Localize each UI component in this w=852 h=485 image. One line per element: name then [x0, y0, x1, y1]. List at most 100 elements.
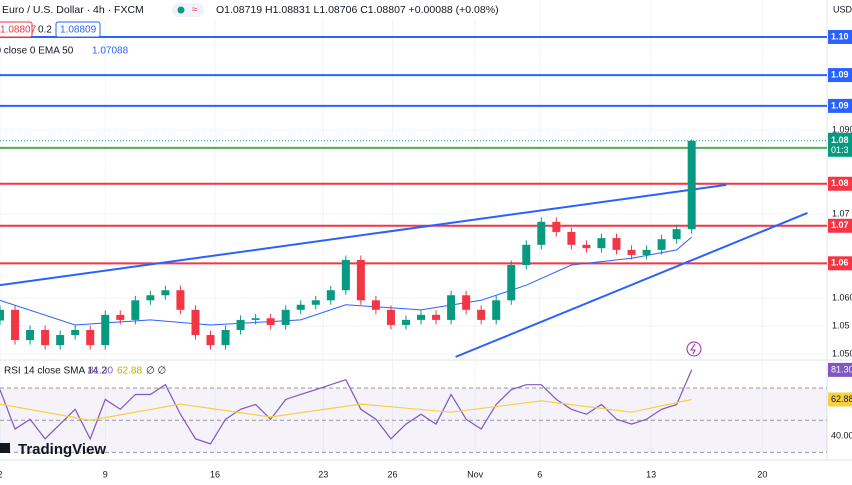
brand: TradingView — [0, 441, 106, 458]
y-tick-label: 1.090 — [832, 124, 852, 134]
rsi-tag — [828, 392, 852, 407]
candle-body — [221, 329, 230, 346]
level-tag — [828, 68, 852, 83]
last-price-label: 1.08 — [831, 135, 849, 145]
candle-body — [56, 335, 65, 346]
level-tag — [828, 176, 852, 191]
candle-body — [657, 239, 666, 250]
x-tick-label: Nov — [467, 469, 484, 479]
candle-body — [326, 290, 335, 301]
rsi-tick-label: 81.30 — [831, 364, 852, 374]
y-tick-label: 1.05 — [832, 320, 850, 330]
status-icon: ≈ — [192, 5, 198, 16]
y-tick-label: 1.050 — [832, 348, 852, 358]
candle-body — [236, 319, 245, 330]
candle-body — [161, 290, 170, 296]
rsi-tag — [828, 362, 852, 377]
candle-body — [266, 318, 275, 325]
candle-body — [417, 314, 426, 320]
rsi-legend: RSI 14 close SMA 14 2 — [4, 366, 107, 377]
candle-body — [356, 259, 365, 301]
level-tag-label: 1.10 — [831, 31, 849, 41]
candle-body — [642, 249, 651, 255]
candle-body — [582, 244, 591, 249]
brand-logo — [0, 443, 10, 453]
rsi-legend-extra: ∅ ∅ — [146, 366, 166, 377]
candle-body — [101, 314, 110, 346]
candle-body — [371, 300, 380, 310]
header-bg — [0, 0, 490, 19]
x-tick-label: 16 — [210, 469, 220, 479]
candle-body — [627, 249, 636, 255]
candle-body — [251, 318, 260, 320]
level-tag — [828, 256, 852, 271]
level-tag-label: 1.07 — [831, 220, 849, 230]
candle-body — [432, 314, 441, 320]
candle-body — [386, 309, 395, 325]
status-pill[interactable] — [172, 3, 204, 17]
candle-body — [447, 295, 456, 320]
candle-body — [552, 221, 561, 232]
candle-body — [341, 259, 350, 291]
level-tag — [828, 29, 852, 44]
alert-icon[interactable] — [686, 341, 702, 357]
y-tick-label: 1.060 — [832, 292, 852, 302]
level-tag-label: 1.09 — [831, 69, 849, 79]
rsi-tick-label: 62.88 — [831, 394, 852, 404]
buy-button[interactable] — [55, 21, 101, 38]
symbol: Euro / U.S. Dollar · 4h · FXCM — [2, 4, 144, 16]
candle-body — [281, 309, 290, 325]
rsi-tick-label: 40.00 — [831, 431, 852, 441]
bid: 1.08807 — [0, 25, 37, 36]
market-open-dot — [177, 6, 185, 14]
ema-value: 1.07088 — [92, 46, 129, 57]
brand-name: TradingView — [18, 441, 106, 458]
candle-body — [26, 329, 35, 341]
trendline — [0, 183, 727, 287]
x-tick-label: 9 — [103, 469, 108, 479]
x-tick-label: 20 — [757, 469, 767, 479]
candle-body — [41, 329, 50, 346]
sell-button[interactable] — [0, 21, 33, 38]
candle-body — [0, 309, 4, 321]
candle-body — [597, 238, 606, 249]
candle-body — [131, 300, 140, 320]
ema-legend: EMA 50 close 0 EMA 50 — [0, 46, 74, 57]
candle-body — [116, 314, 125, 320]
candle-body — [477, 309, 486, 320]
x-tick-label: 2 — [0, 469, 3, 479]
trendline — [455, 211, 808, 358]
candle-body — [492, 300, 501, 320]
level-tag-label: 1.06 — [831, 258, 849, 268]
level-tag-label: 1.08 — [831, 178, 849, 188]
candle-body — [191, 309, 200, 336]
last-price-tag — [828, 132, 852, 157]
sma-legend-value: 62.88 — [117, 366, 142, 377]
candle-body — [71, 329, 80, 336]
rsi-axis: 81.30 62.88 40.00 — [828, 362, 852, 441]
rsi-line — [0, 398, 692, 421]
ask: 1.08809 — [60, 25, 97, 36]
candle-body — [176, 290, 185, 310]
level-tag-label: 1.09 — [831, 100, 849, 110]
candle-body — [311, 300, 320, 305]
candle-body — [11, 309, 20, 341]
candle-body — [507, 264, 516, 301]
ohlc: O1.08719 H1.08831 L1.08706 C1.08807 +0.0… — [216, 4, 499, 16]
level-tag — [828, 218, 852, 233]
candle-body — [206, 335, 215, 346]
x-tick-label: 26 — [387, 469, 397, 479]
candle-body — [401, 319, 410, 325]
y-tick-label: 1.07 — [832, 208, 850, 218]
candle-body — [537, 221, 546, 245]
candle-body — [296, 304, 305, 310]
x-tick-label: 6 — [537, 469, 542, 479]
candle-body — [672, 229, 681, 240]
x-tick-label: 23 — [318, 469, 328, 479]
countdown: 01:3 — [831, 145, 849, 155]
candle-body — [567, 231, 576, 245]
